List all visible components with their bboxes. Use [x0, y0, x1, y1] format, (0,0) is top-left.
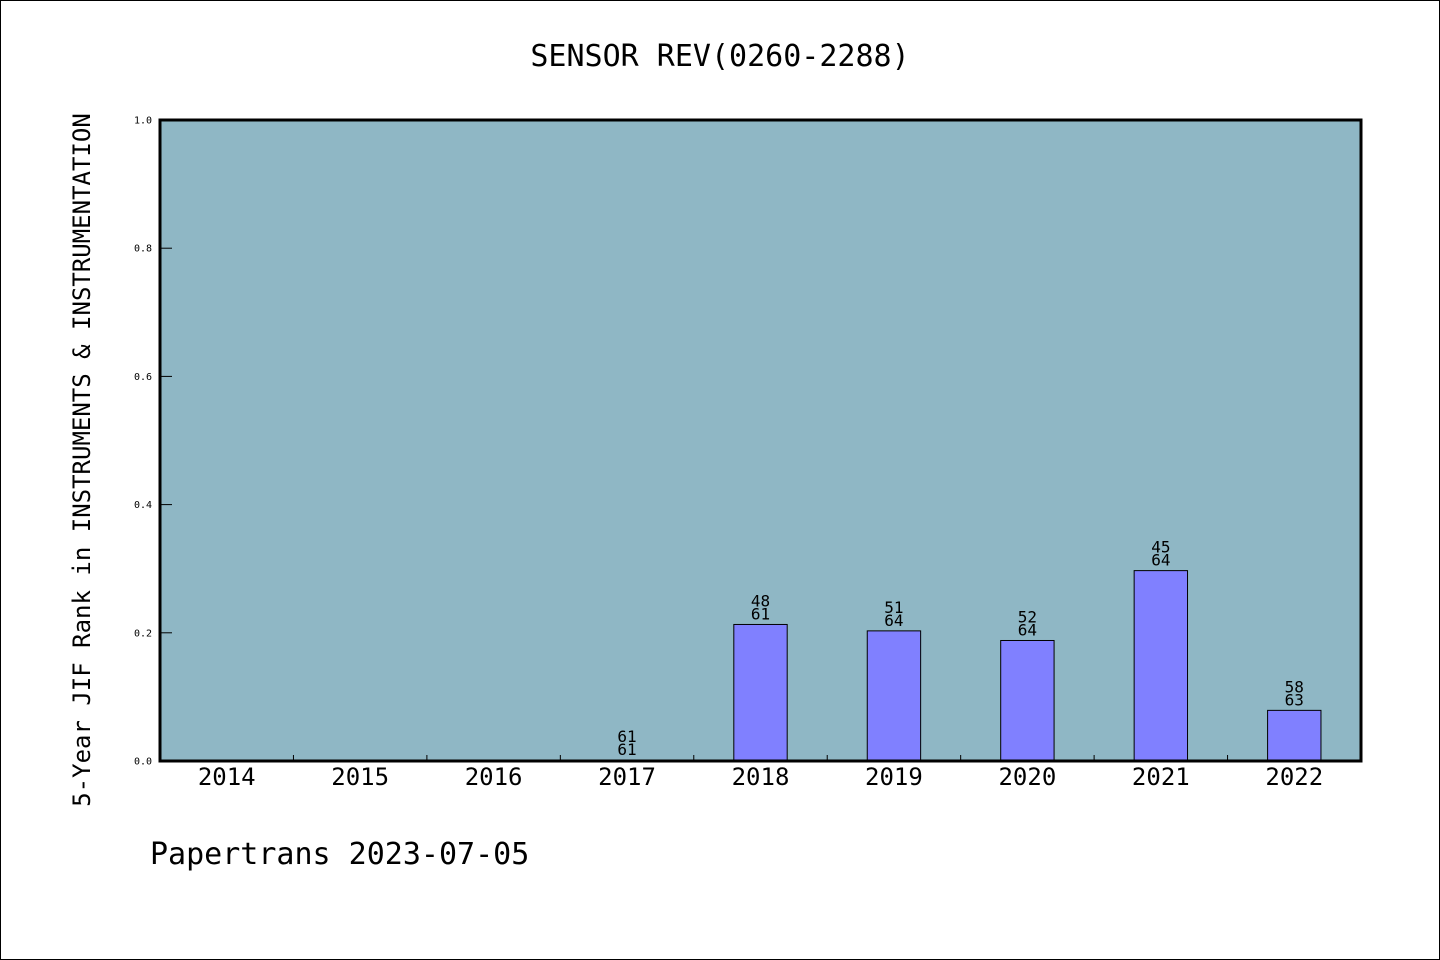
y-axis-label: 5-Year JIF Rank in INSTRUMENTS & INSTRUM…	[68, 113, 96, 807]
chart-title: SENSOR REV(0260-2288)	[530, 39, 909, 74]
bars-layer	[599, 570, 1322, 762]
bar-label-total-2019: 64	[884, 611, 903, 630]
bar-2022	[1267, 709, 1322, 762]
bar-2020	[1000, 639, 1055, 762]
bar-label-rank-2020: 52	[1018, 607, 1037, 626]
y-tick-label-0.2: 0.2	[134, 628, 152, 639]
y-tick-label-0.4: 0.4	[134, 500, 152, 511]
bar-label-rank-2019: 51	[884, 598, 903, 617]
bar-label-rank-2021: 45	[1151, 538, 1170, 557]
bar-label-total-2020: 64	[1018, 620, 1037, 639]
y-tick-label-0.0: 0.0	[134, 757, 152, 768]
bar-label-total-2017: 61	[617, 740, 636, 759]
bar-label-rank-2022: 58	[1285, 677, 1304, 696]
x-tick-label-2022: 2022	[1265, 763, 1323, 791]
bar-2018	[733, 623, 788, 762]
bar-label-rank-2018: 48	[751, 591, 770, 610]
x-tick-label-2016: 2016	[465, 763, 523, 791]
bar-2021	[1133, 570, 1189, 762]
plot-border	[158, 118, 1363, 763]
y-tick-label-1.0: 1.0	[134, 116, 152, 127]
x-tick-label-2018: 2018	[732, 763, 790, 791]
y-tick-label-0.8: 0.8	[134, 244, 152, 255]
bar-label-total-2022: 63	[1285, 690, 1304, 709]
x-axis: 2014 2015 2016 2017 2018 2019 2020 2021 2022	[198, 755, 1323, 791]
y-tick-label-0.6: 0.6	[134, 372, 152, 383]
x-tick-label-2019: 2019	[865, 763, 923, 791]
bar-label-total-2018: 61	[751, 604, 770, 623]
x-tick-label-2021: 2021	[1132, 763, 1190, 791]
bar-label-rank-2017: 61	[617, 727, 636, 746]
x-tick-label-2014: 2014	[198, 763, 256, 791]
x-tick-label-2015: 2015	[331, 763, 389, 791]
bar-2019	[866, 630, 922, 762]
x-tick-label-2020: 2020	[998, 763, 1056, 791]
bar-label-total-2021: 64	[1151, 551, 1170, 570]
footer-date-stamp: Papertrans 2023-07-05	[150, 837, 529, 872]
x-tick-label-2017: 2017	[598, 763, 656, 791]
